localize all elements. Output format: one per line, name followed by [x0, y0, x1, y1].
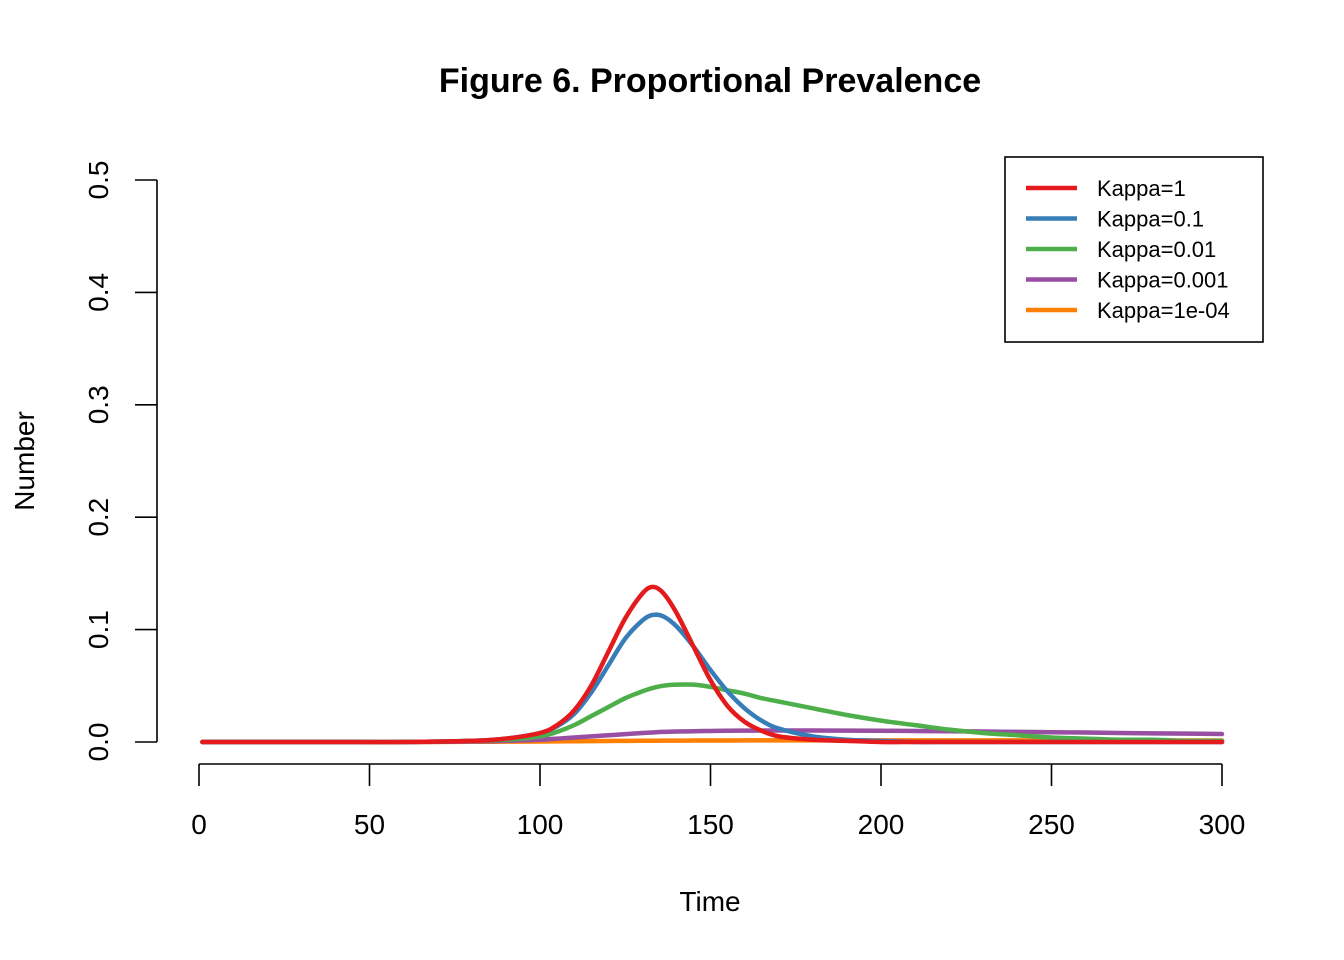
legend-label: Kappa=0.001: [1097, 268, 1229, 293]
x-tick-label: 100: [517, 809, 564, 840]
y-tick-label: 0.3: [83, 385, 114, 424]
x-tick-label: 50: [354, 809, 385, 840]
y-tick-label: 0.4: [83, 273, 114, 312]
legend-label: Kappa=0.01: [1097, 237, 1216, 262]
y-tick-label: 0.5: [83, 161, 114, 200]
y-tick-label: 0.2: [83, 498, 114, 537]
series-line-kappa-0-1: [200, 612, 1225, 745]
x-tick-label: 200: [858, 809, 905, 840]
chart-title: Figure 6. Proportional Prevalence: [439, 62, 981, 100]
legend-label: Kappa=0.1: [1097, 207, 1204, 232]
y-tick-label: 0.1: [83, 610, 114, 649]
x-tick-label: 250: [1028, 809, 1075, 840]
x-axis-label: Time: [679, 886, 740, 917]
series-line-kappa-1: [200, 584, 1225, 745]
legend-label: Kappa=1e-04: [1097, 298, 1230, 323]
y-axis: 0.0 0.1 0.2 0.3 0.4 0.5: [83, 161, 158, 762]
x-tick-label: 150: [687, 809, 734, 840]
y-tick-label: 0.0: [83, 723, 114, 762]
x-tick-label: 0: [191, 809, 207, 840]
y-axis-label: Number: [9, 411, 40, 511]
legend: Kappa=1 Kappa=0.1 Kappa=0.01 Kappa=0.001 Kap…: [1004, 156, 1264, 343]
x-tick-label: 300: [1199, 809, 1246, 840]
x-axis: 0 50 100 150 200 250 300: [191, 763, 1246, 840]
legend-label: Kappa=1: [1097, 176, 1186, 201]
plot-series: [200, 584, 1225, 745]
